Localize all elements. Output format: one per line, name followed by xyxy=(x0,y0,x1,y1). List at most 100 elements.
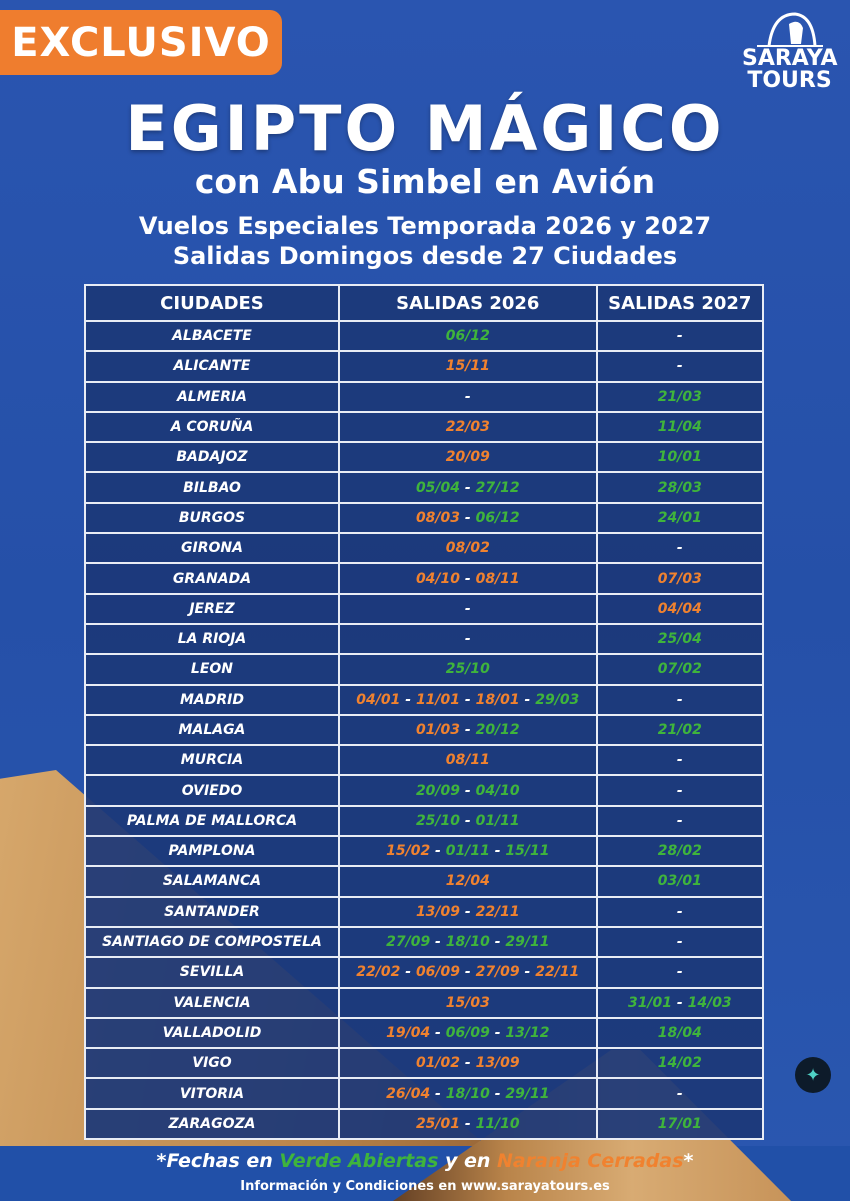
date-closed: 01/02 xyxy=(415,1055,461,1072)
table-row: SEVILLA 22/02 - 06/09 - 27/09 - 22/11- xyxy=(84,956,765,989)
date-separator: - xyxy=(489,1085,506,1102)
date-separator: - xyxy=(400,964,416,981)
date-closed: 11/01 xyxy=(415,691,461,708)
date-open: 27/09 xyxy=(386,934,431,951)
date-separator: - xyxy=(460,570,476,587)
date-separator: - xyxy=(519,964,536,981)
date-separator: - xyxy=(460,509,476,526)
date-open: 28/03 xyxy=(657,479,702,496)
date-open: 14/02 xyxy=(657,1055,702,1072)
no-departure: - xyxy=(676,1085,683,1102)
departures-2026-cell: 20/09 xyxy=(337,441,598,474)
no-departure: - xyxy=(676,328,683,345)
departures-2026-cell: 20/09 - 04/10 xyxy=(337,774,598,807)
date-open: 20/09 xyxy=(415,782,461,799)
departures-2027-cell: - xyxy=(595,895,765,928)
date-closed: 15/11 xyxy=(445,358,490,375)
date-open: 18/10 xyxy=(445,934,490,951)
header-cities: CIUDADES xyxy=(84,284,340,322)
table-row: PALMA DE MALLORCA 25/10 - 01/11- xyxy=(84,804,765,838)
table-row: VIGO 01/02 - 13/09 14/02 xyxy=(84,1047,765,1080)
date-separator: - xyxy=(460,722,476,738)
city-cell: SEVILLA xyxy=(84,956,340,989)
chat-assistant-icon[interactable]: ✦ xyxy=(795,1057,831,1093)
table-row: SANTIAGO DE COMPOSTELA 27/09 - 18/10 - 29… xyxy=(84,925,765,959)
table-row: BURGOS 08/03 - 06/12 24/01 xyxy=(84,501,765,535)
departures-2027-cell: - xyxy=(595,350,765,383)
date-separator: - xyxy=(430,934,446,951)
date-open: 13/12 xyxy=(505,1024,550,1041)
no-departure: - xyxy=(676,358,683,375)
table-row: MALAGA 01/03 - 20/12 21/02 xyxy=(84,713,765,747)
departures-2027-cell: 17/01 xyxy=(595,1107,765,1141)
table-row: SANTANDER 13/09 - 22/11- xyxy=(84,895,765,928)
date-closed: 25/01 xyxy=(415,1115,461,1132)
table-row: GRANADA 04/10 - 08/11 07/03 xyxy=(84,562,765,595)
date-closed: 04/04 xyxy=(657,600,702,617)
table-row: SALAMANCA 12/04 03/01 xyxy=(84,865,765,898)
departures-2026-cell: 26/04 - 18/10 - 29/11 xyxy=(337,1077,598,1110)
departures-2026-cell: 15/03 xyxy=(337,986,598,1019)
departures-2026-cell: - xyxy=(337,592,598,625)
city-cell: SANTIAGO DE COMPOSTELA xyxy=(84,925,340,959)
no-departure: - xyxy=(676,964,683,981)
departures-2026-cell: 25/10 - 01/11 xyxy=(337,804,598,838)
header-2027: SALIDAS 2027 xyxy=(595,284,765,322)
departures-2027-cell: 04/04 xyxy=(595,592,765,625)
departures-2027-cell: - xyxy=(595,956,765,989)
date-open: 31/01 xyxy=(627,994,673,1011)
date-open: 01/11 xyxy=(475,812,520,829)
info-link[interactable]: Información y Condiciones en www.sarayat… xyxy=(240,1179,610,1194)
table-row: LEON 25/10 07/02 xyxy=(84,653,765,686)
date-open: 25/10 xyxy=(415,812,461,829)
no-departure: - xyxy=(464,631,471,648)
city-cell: VALENCIA xyxy=(84,986,340,1019)
departures-2027-cell: - xyxy=(595,774,765,807)
departures-2027-cell: - xyxy=(595,1077,765,1110)
table-row: ZARAGOZA 25/01 - 11/10 17/01 xyxy=(84,1107,765,1141)
departures-2026-cell: 15/02 - 01/11 - 15/11 xyxy=(337,835,598,868)
date-open: 11/04 xyxy=(657,419,702,436)
date-closed: 08/11 xyxy=(445,752,490,769)
city-cell: GRANADA xyxy=(84,562,340,595)
header-2026: SALIDAS 2026 xyxy=(337,284,598,322)
sphinx-icon xyxy=(756,12,823,47)
date-open: 29/11 xyxy=(505,1085,550,1102)
date-closed: 13/09 xyxy=(475,1055,520,1072)
departures-2026-cell: 25/10 xyxy=(337,653,598,686)
table-row: VITORIA 26/04 - 18/10 - 29/11- xyxy=(84,1077,765,1110)
departures-2027-cell: 24/01 xyxy=(595,501,765,535)
date-separator: - xyxy=(430,843,446,860)
date-closed: 27/09 xyxy=(475,964,520,981)
departures-2027-cell: 07/02 xyxy=(595,653,765,686)
departures-2026-cell: 01/02 - 13/09 xyxy=(337,1047,598,1080)
date-closed: 22/03 xyxy=(445,419,490,436)
table-row: VALENCIA 15/03 31/01 - 14/03 xyxy=(84,986,765,1019)
date-open: 10/01 xyxy=(657,449,702,466)
departures-2026-cell: 08/03 - 06/12 xyxy=(337,501,598,535)
departures-2027-cell: 21/02 xyxy=(595,713,765,747)
logo-text-tours: TOURS xyxy=(747,68,832,93)
departures-2026-cell: 08/02 xyxy=(337,532,598,565)
table-row: VALLADOLID 19/04 - 06/09 - 13/12 18/04 xyxy=(84,1016,765,1050)
date-closed: 06/09 xyxy=(415,964,461,981)
table-row: ALMERIA - 21/03 xyxy=(84,380,765,413)
date-separator: - xyxy=(460,479,476,496)
departures-2027-cell: 14/02 xyxy=(595,1047,765,1080)
departures-2026-cell: 27/09 - 18/10 - 29/11 xyxy=(337,925,598,959)
date-closed: 04/01 xyxy=(356,691,401,708)
departures-2027-cell: 21/03 xyxy=(595,380,765,413)
note-orange-closed: Naranja Cerradas xyxy=(497,1150,684,1172)
date-closed: 12/04 xyxy=(445,873,490,890)
city-cell: PAMPLONA xyxy=(84,835,340,868)
no-departure: - xyxy=(464,600,471,617)
date-open: 18/10 xyxy=(445,1085,490,1102)
table-row: ALBACETE 06/12 - xyxy=(84,319,765,353)
date-open: 25/04 xyxy=(657,631,702,648)
date-open: 29/03 xyxy=(535,691,580,708)
date-open: 25/10 xyxy=(445,661,490,678)
no-departure: - xyxy=(676,540,683,557)
page-subtitle: con Abu Simbel en Avión xyxy=(194,162,656,201)
date-separator: - xyxy=(460,964,476,981)
